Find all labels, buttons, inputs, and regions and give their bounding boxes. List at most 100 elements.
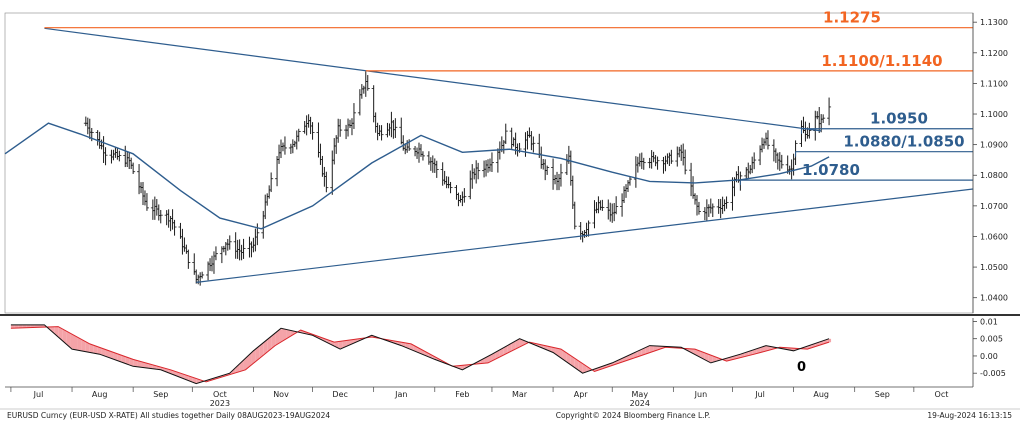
- oscillator-fill-segment: [66, 330, 71, 348]
- price-bar: [667, 152, 672, 166]
- price-bar: [694, 195, 699, 216]
- price-bar: [111, 149, 116, 161]
- price-bar: [827, 97, 832, 126]
- month-label: Mar: [512, 390, 528, 399]
- month-label: Apr: [574, 390, 589, 399]
- footer-left: EURUSD Curncy (EUR-USD X-RATE) All studi…: [7, 411, 330, 420]
- price-bar: [290, 139, 295, 154]
- price-bar: [351, 103, 356, 129]
- price-bar: [702, 207, 707, 221]
- price-bar: [363, 71, 368, 97]
- oscillator-fill-segment: [89, 343, 94, 354]
- oscillator-fill-segment: [456, 365, 461, 370]
- price-bar: [418, 144, 423, 157]
- price-bar: [649, 150, 654, 169]
- price-bar: [346, 118, 351, 137]
- oscillator-fill-segment: [570, 355, 575, 368]
- price-bar: [468, 170, 473, 200]
- price-bar: [541, 159, 546, 170]
- price-bar: [336, 118, 341, 143]
- moving-average-line: [4, 122, 830, 230]
- price-bar: [564, 154, 569, 176]
- price-bar: [200, 271, 205, 279]
- price-bar: [103, 147, 108, 166]
- oscillator-line: [10, 324, 830, 385]
- oscillator-fill-segment: [480, 358, 485, 364]
- price-bar: [261, 210, 266, 239]
- price-bar: [348, 119, 353, 129]
- price-bar: [357, 89, 362, 116]
- oscillator-fill-segment: [708, 354, 713, 363]
- month-label: Oct: [935, 390, 949, 399]
- price-bar: [582, 229, 587, 238]
- price-bar: [221, 245, 226, 253]
- price-bar: [531, 136, 536, 153]
- price-bar: [393, 118, 398, 138]
- oscillator-fill-segment: [657, 346, 662, 351]
- price-bar: [527, 127, 532, 138]
- price-bar: [730, 177, 735, 211]
- oscillator-fill-segment: [144, 362, 149, 369]
- price-bar: [627, 176, 632, 186]
- price-tick-label: 1.0800: [980, 171, 1008, 180]
- price-bar: [294, 130, 299, 150]
- month-label: Aug: [813, 390, 829, 399]
- oscillator-fill-segment: [578, 360, 583, 374]
- price-bar: [180, 228, 185, 255]
- price-bar: [572, 201, 577, 230]
- oscillator-fill-segment: [34, 324, 39, 328]
- price-bar: [791, 153, 796, 176]
- oscillator-fill-segment: [117, 353, 122, 363]
- price-bar: [775, 152, 780, 170]
- price-bar: [308, 116, 313, 135]
- price-bar: [255, 223, 260, 246]
- price-tick-label: 1.1100: [980, 79, 1008, 88]
- price-y-ticks: 1.1300 1.1200 1.1100 1.1000 1.0900 1.0800 1.07…: [973, 18, 1008, 303]
- price-bar: [724, 196, 729, 209]
- price-bar: [415, 147, 420, 159]
- oscillator-fill-segment: [251, 349, 256, 365]
- price-bar: [142, 190, 147, 206]
- price-bar: [779, 154, 784, 169]
- month-label: Oct: [213, 390, 227, 399]
- price-bar: [489, 152, 494, 172]
- oscillator-fill-segment: [58, 326, 63, 341]
- oscillator-fill-segment: [700, 351, 705, 360]
- price-bar: [815, 111, 820, 120]
- price-bar: [681, 143, 686, 166]
- oscillator-fill-segment: [488, 354, 492, 363]
- price-bar: [304, 115, 309, 136]
- level-label: 1.0950: [870, 110, 928, 128]
- trendline: [196, 188, 974, 283]
- price-bar: [137, 164, 142, 195]
- price-bar: [269, 172, 274, 193]
- year-label: 2023: [210, 399, 230, 408]
- price-bar: [553, 174, 558, 185]
- price-bar: [280, 142, 285, 152]
- price-bar: [511, 137, 516, 147]
- price-bar: [225, 239, 230, 251]
- price-bar: [310, 122, 315, 140]
- oscillator-fill-segment: [598, 366, 603, 371]
- price-bar: [375, 122, 380, 141]
- price-bar: [361, 85, 366, 94]
- month-label: Jul: [33, 390, 44, 399]
- price-bar: [166, 209, 171, 228]
- price-bar: [679, 144, 684, 161]
- oscillator-fill-segment: [275, 329, 280, 346]
- oscillator-fill-segment: [247, 352, 252, 369]
- oscillator-fill-segment: [503, 345, 508, 355]
- price-bar: [752, 152, 757, 170]
- price-bar: [389, 111, 394, 138]
- price-bar: [556, 173, 561, 191]
- price-bar: [330, 150, 335, 195]
- trendlines: [44, 27, 974, 283]
- oscillator-fill-segment: [109, 350, 114, 360]
- price-bar: [460, 191, 465, 207]
- oscillator-fill-segment: [689, 348, 694, 354]
- oscillator-fill-segment: [271, 333, 276, 349]
- oscillator-fill-segment: [460, 365, 465, 370]
- oscillator-fill-segment: [263, 339, 268, 356]
- price-bar: [85, 117, 90, 135]
- price-bar: [708, 198, 713, 214]
